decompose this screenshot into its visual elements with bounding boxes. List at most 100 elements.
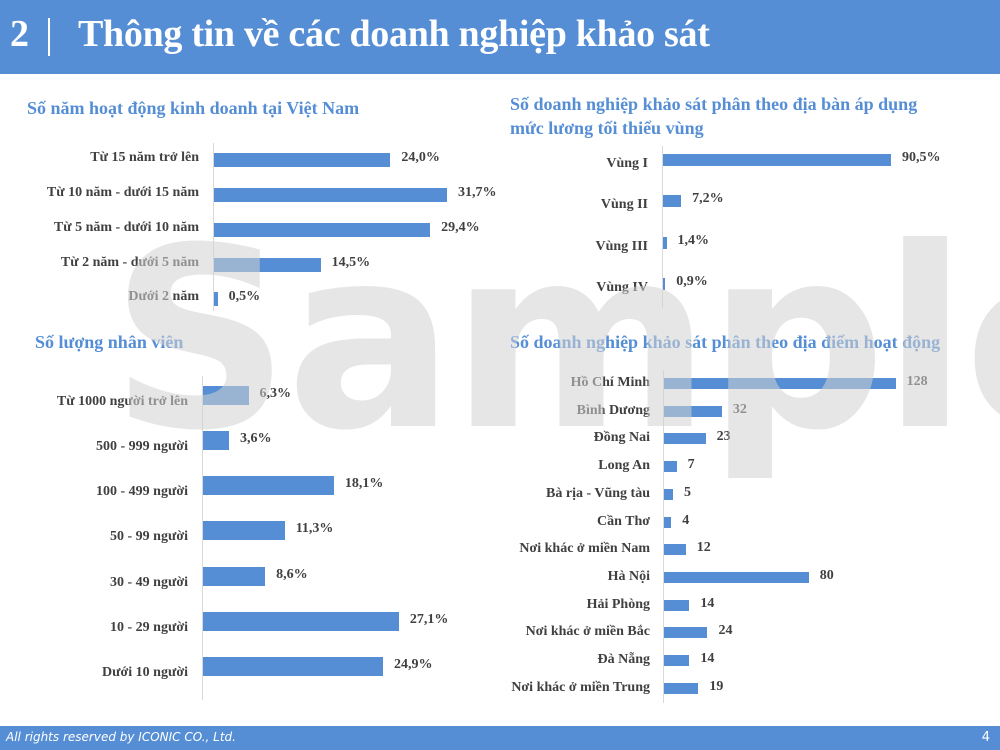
chart-location-title: Số doanh nghiệp khảo sát phân theo địa đ…: [510, 332, 941, 352]
category-label: Từ 2 năm - dưới 5 năm: [60, 255, 199, 270]
bar: [664, 489, 674, 500]
bar: [663, 237, 667, 249]
value-label: 14: [700, 650, 715, 666]
value-label: 29,4%: [441, 220, 480, 235]
category-label: Đồng Nai: [593, 430, 650, 445]
bar: [214, 223, 431, 237]
value-label: 23: [716, 428, 731, 444]
bar: [664, 517, 672, 528]
category-label: Nơi khác ở miền Bắc: [525, 624, 650, 639]
bar: [203, 612, 399, 631]
chart-location-axis: [663, 370, 664, 703]
category-label: Nơi khác ở miền Trung: [511, 680, 650, 695]
value-label: 27,1%: [409, 611, 449, 627]
bar: [203, 476, 334, 495]
category-label: Hà Nội: [607, 569, 650, 584]
chart-years-title: Số năm hoạt động kinh doanh tại Việt Nam: [27, 98, 360, 118]
value-label: 11,3%: [295, 520, 334, 536]
chart-region-title: Số doanh nghiệp khảo sát phân theo địa b…: [510, 92, 917, 140]
chart-region-axis: [662, 146, 663, 308]
category-label: Long An: [598, 458, 650, 473]
bar: [664, 406, 722, 417]
category-label: Vùng I: [606, 156, 648, 171]
value-label: 3,6%: [240, 430, 272, 446]
value-label: 24,0%: [401, 150, 440, 165]
bar: [664, 572, 809, 583]
bar: [214, 153, 391, 167]
category-label: Từ 10 năm - dưới 15 năm: [46, 185, 199, 200]
bar: [203, 657, 384, 676]
bar: [664, 655, 690, 666]
value-label: 31,7%: [457, 185, 497, 200]
chart-years-axis: [213, 143, 214, 311]
category-label: Bà rịa - Vũng tàu: [546, 486, 650, 501]
bar: [663, 278, 666, 290]
chart-employees-title: Số lượng nhân viên: [35, 332, 184, 352]
value-label: 12: [696, 539, 711, 555]
bar: [664, 433, 706, 444]
section-number: 2: [10, 13, 29, 55]
category-label: 100 - 499 người: [96, 484, 188, 499]
value-label: 128: [906, 373, 928, 389]
bar: [214, 188, 447, 202]
category-label: Vùng III: [595, 239, 648, 254]
value-label: 18,1%: [344, 475, 384, 491]
category-label: Bình Dương: [576, 403, 650, 418]
category-label: 50 - 99 người: [110, 529, 188, 544]
value-label: 14,5%: [331, 255, 371, 270]
value-label: 0,5%: [228, 289, 261, 304]
category-label: Hải Phòng: [586, 597, 650, 612]
category-label: 30 - 49 người: [110, 575, 188, 590]
category-label: Từ 1000 người trở lên: [56, 394, 188, 409]
value-label: 80: [819, 567, 834, 583]
bar: [663, 195, 682, 207]
chart-region-title-line-2: mức lương tối thiểu vùng: [510, 118, 704, 138]
value-label: 6,3%: [259, 385, 292, 401]
value-label: 7,2%: [692, 191, 724, 206]
value-label: 7: [687, 456, 695, 472]
slide-footer: All rights reserved by ICONIC CO., Ltd. …: [0, 726, 1000, 750]
value-label: 14: [700, 595, 715, 611]
slide-header: 2 Thông tin về các doanh nghiệp khảo sát: [0, 0, 1000, 74]
bar: [203, 431, 230, 450]
category-label: 500 - 999 người: [96, 439, 188, 454]
bar: [663, 154, 892, 166]
page-title: Thông tin về các doanh nghiệp khảo sát: [78, 13, 710, 55]
category-label: 10 - 29 người: [110, 620, 188, 635]
value-label: 8,6%: [276, 566, 308, 582]
category-label: Dưới 2 năm: [128, 289, 199, 304]
category-label: Nơi khác ở miền Nam: [519, 541, 650, 556]
value-label: 24: [718, 622, 733, 638]
category-label: Cần Thơ: [596, 514, 650, 529]
value-label: 4: [682, 512, 690, 528]
category-label: Dưới 10 người: [102, 665, 188, 680]
page-number: 4: [981, 730, 990, 745]
bar: [664, 683, 699, 694]
value-label: 32: [732, 401, 747, 417]
category-label: Hồ Chí Minh: [570, 375, 650, 390]
category-label: Từ 5 năm - dưới 10 năm: [53, 220, 199, 235]
bar: [214, 292, 218, 306]
chart-region-title-line-1: Số doanh nghiệp khảo sát phân theo địa b…: [510, 94, 918, 114]
header-divider: [48, 18, 50, 56]
bar: [203, 567, 266, 586]
bar: [664, 461, 677, 472]
value-label: 1,4%: [677, 233, 710, 248]
bar: [214, 258, 321, 272]
value-label: 90,5%: [902, 150, 941, 165]
bar: [664, 378, 896, 389]
value-label: 24,9%: [394, 656, 433, 672]
value-label: 19: [709, 678, 724, 694]
bar: [664, 600, 690, 611]
category-label: Vùng II: [600, 197, 648, 212]
copyright-text: All rights reserved by ICONIC CO., Ltd.: [6, 730, 236, 744]
bar: [664, 627, 708, 638]
bar: [203, 386, 249, 405]
value-label: 0,9%: [676, 274, 708, 289]
category-label: Đà Nẵng: [597, 652, 650, 667]
category-label: Từ 15 năm trở lên: [90, 150, 199, 165]
chart-employees-axis: [202, 376, 203, 700]
value-label: 5: [684, 484, 692, 500]
category-label: Vùng IV: [596, 280, 648, 295]
bar: [664, 544, 686, 555]
